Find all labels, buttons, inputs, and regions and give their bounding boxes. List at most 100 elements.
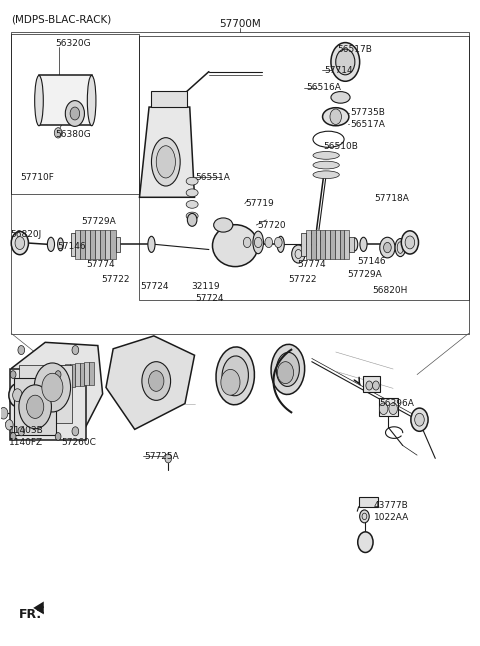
Text: 57719: 57719 <box>245 199 274 208</box>
Text: 1140FZ: 1140FZ <box>9 438 43 447</box>
Circle shape <box>254 237 262 247</box>
Bar <box>80 362 84 386</box>
Text: 57146: 57146 <box>58 242 86 251</box>
Ellipse shape <box>148 236 155 253</box>
Text: 32119: 32119 <box>191 282 220 291</box>
Text: 56820J: 56820J <box>10 229 41 238</box>
Circle shape <box>380 237 395 258</box>
Bar <box>349 236 354 252</box>
Ellipse shape <box>276 352 300 386</box>
Circle shape <box>55 371 61 379</box>
Circle shape <box>9 384 26 407</box>
Bar <box>301 233 306 256</box>
Ellipse shape <box>216 347 254 405</box>
Text: 57725A: 57725A <box>144 452 179 461</box>
Text: (MDPS-BLAC-RACK): (MDPS-BLAC-RACK) <box>11 15 111 25</box>
Bar <box>11 32 469 334</box>
Ellipse shape <box>186 212 198 220</box>
Bar <box>51 366 56 389</box>
Bar <box>379 399 398 417</box>
Circle shape <box>26 395 44 419</box>
Text: 11403B: 11403B <box>9 426 44 435</box>
Circle shape <box>18 346 24 355</box>
Circle shape <box>265 237 273 247</box>
Bar <box>321 230 325 258</box>
Circle shape <box>292 245 305 263</box>
Polygon shape <box>140 107 194 197</box>
Text: 57729A: 57729A <box>347 270 382 279</box>
Circle shape <box>34 363 71 412</box>
Bar <box>139 36 469 300</box>
Bar <box>75 230 80 258</box>
Text: 57718A: 57718A <box>374 194 409 203</box>
Circle shape <box>372 381 379 390</box>
Circle shape <box>336 49 355 75</box>
Bar <box>19 365 72 423</box>
Ellipse shape <box>186 177 198 185</box>
Text: 43777B: 43777B <box>373 501 408 510</box>
Bar <box>85 230 90 258</box>
Circle shape <box>54 128 62 138</box>
Ellipse shape <box>87 76 96 126</box>
Ellipse shape <box>186 200 198 208</box>
Text: 1022AA: 1022AA <box>373 512 409 521</box>
Text: 56320G: 56320G <box>56 39 91 48</box>
Circle shape <box>401 231 419 254</box>
Bar <box>339 230 344 258</box>
Circle shape <box>42 373 63 402</box>
Circle shape <box>11 231 28 255</box>
Circle shape <box>10 433 16 441</box>
Bar <box>70 364 75 387</box>
Circle shape <box>55 433 61 441</box>
Circle shape <box>330 109 341 125</box>
Circle shape <box>277 362 294 384</box>
Ellipse shape <box>360 237 367 251</box>
Ellipse shape <box>308 233 320 245</box>
Bar <box>330 230 335 258</box>
Bar <box>75 363 80 386</box>
Text: 57260C: 57260C <box>61 438 96 447</box>
Polygon shape <box>12 342 103 436</box>
Text: 57146: 57146 <box>358 257 386 266</box>
Ellipse shape <box>35 76 43 126</box>
Text: 57724: 57724 <box>140 282 168 291</box>
Bar <box>316 230 321 258</box>
Bar <box>56 365 60 388</box>
Circle shape <box>389 403 397 415</box>
Bar <box>344 230 349 258</box>
Bar <box>363 376 380 392</box>
Bar <box>80 230 85 258</box>
Circle shape <box>10 371 16 379</box>
Bar <box>110 230 116 258</box>
Bar <box>71 233 75 256</box>
Text: 57720: 57720 <box>257 220 286 229</box>
Circle shape <box>15 236 24 249</box>
Text: 56396A: 56396A <box>380 399 415 408</box>
Ellipse shape <box>331 92 350 103</box>
Text: 57722: 57722 <box>288 275 317 284</box>
Circle shape <box>379 403 388 415</box>
Polygon shape <box>33 601 44 614</box>
Bar <box>306 230 311 258</box>
Circle shape <box>331 43 360 81</box>
Bar <box>84 362 89 385</box>
Bar <box>152 91 187 107</box>
Circle shape <box>243 237 251 247</box>
Bar <box>100 230 106 258</box>
Ellipse shape <box>214 218 233 232</box>
Ellipse shape <box>187 213 197 226</box>
Circle shape <box>19 385 51 429</box>
Ellipse shape <box>58 238 63 251</box>
Text: 56517A: 56517A <box>350 120 385 129</box>
Bar <box>39 75 92 125</box>
Ellipse shape <box>352 238 358 251</box>
Circle shape <box>275 237 282 247</box>
Ellipse shape <box>277 236 284 253</box>
Circle shape <box>0 408 8 419</box>
Circle shape <box>65 101 84 127</box>
Bar <box>95 230 100 258</box>
Circle shape <box>358 532 373 552</box>
Circle shape <box>405 236 415 249</box>
Ellipse shape <box>186 189 198 196</box>
Bar <box>325 230 330 258</box>
